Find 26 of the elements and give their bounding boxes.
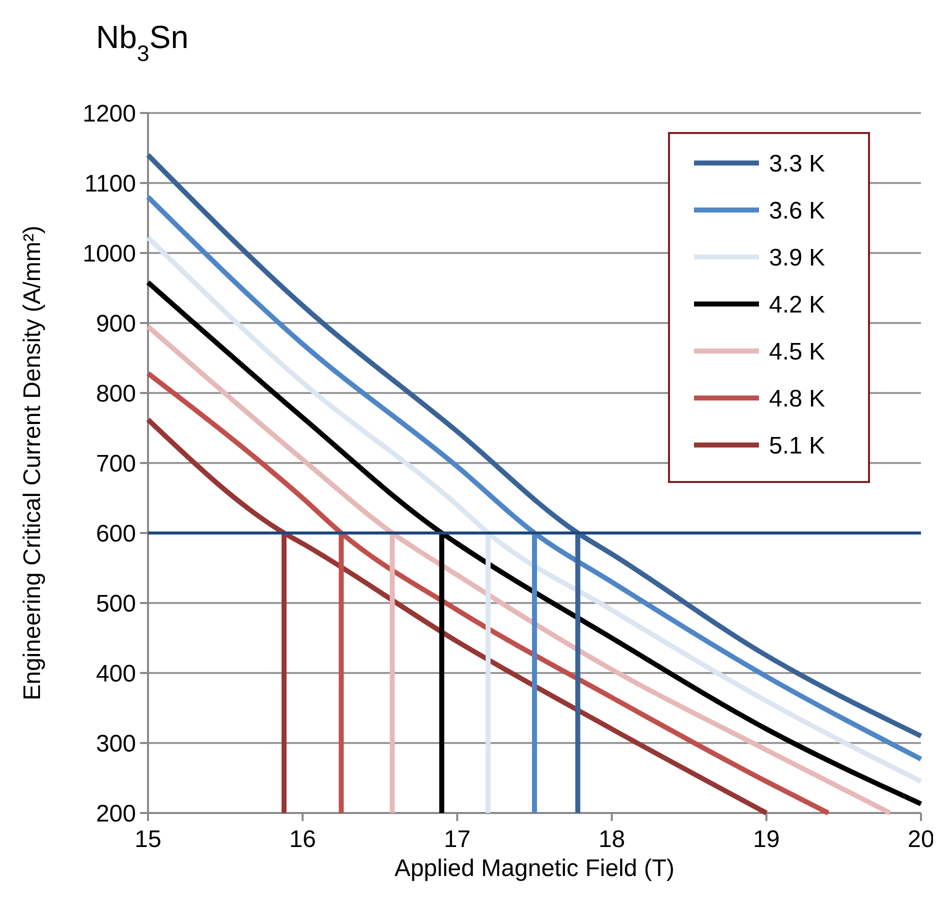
y-tick-label: 500 xyxy=(96,590,136,618)
y-tick-label: 1100 xyxy=(84,170,136,198)
y-tick-label: 1200 xyxy=(82,100,136,128)
x-tick-label: 16 xyxy=(289,826,316,853)
y-tick-label: 900 xyxy=(96,310,136,338)
y-tick-label: 400 xyxy=(96,660,136,688)
legend-label: 5.1 K xyxy=(769,432,826,460)
legend-label: 4.5 K xyxy=(769,338,826,366)
x-tick-label: 18 xyxy=(598,826,626,853)
x-tick-label: 15 xyxy=(134,826,162,853)
y-tick-label: 800 xyxy=(96,380,136,408)
legend-label: 4.2 K xyxy=(769,291,826,318)
y-axis-title: Engineering Critical Current Density (A/mm²) xyxy=(19,226,46,700)
chart-title: Nb$_{3}$Sn xyxy=(96,19,188,66)
y-tick-label: 200 xyxy=(96,800,136,828)
legend-label: 3.3 K xyxy=(769,150,826,178)
legend-label: 4.8 K xyxy=(769,385,826,412)
x-axis-title: Applied Magnetic Field (T) xyxy=(394,855,675,882)
y-tick-label: 1000 xyxy=(82,240,136,268)
y-tick-label: 700 xyxy=(96,450,136,478)
x-tick-label: 19 xyxy=(753,826,780,853)
y-tick-label: 600 xyxy=(96,520,136,548)
legend-label: 3.9 K xyxy=(769,244,826,272)
x-tick-label: 17 xyxy=(444,826,471,853)
legend-label: 3.6 K xyxy=(769,197,826,224)
y-tick-label: 300 xyxy=(96,730,136,758)
